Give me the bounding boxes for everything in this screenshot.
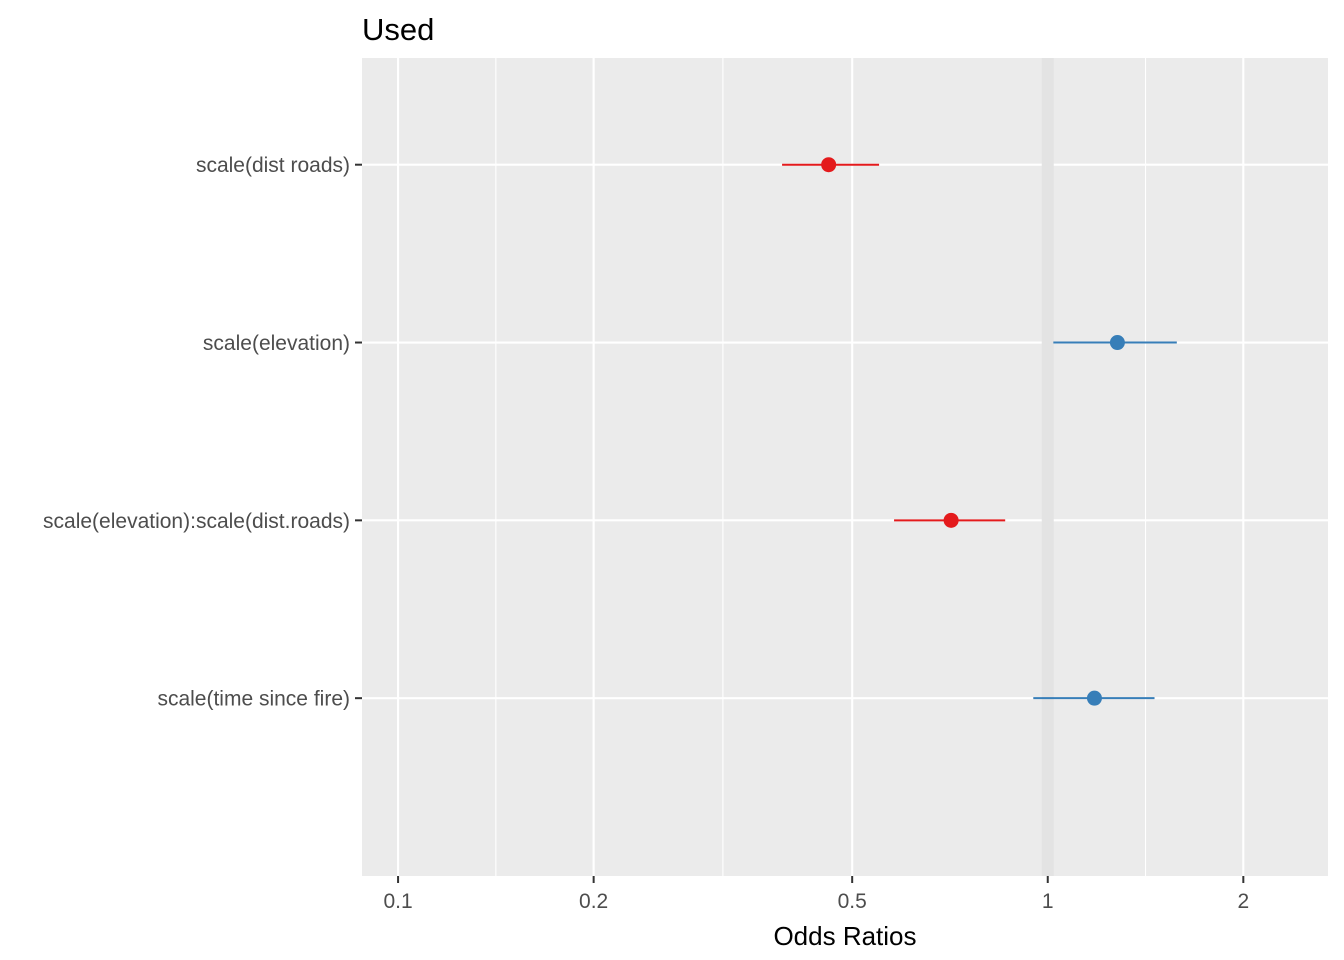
y-tick-label: scale(dist roads): [196, 154, 350, 177]
x-axis: 0.1 0.2 0.5 1 2: [383, 876, 1249, 913]
estimate-marks: [782, 157, 1177, 706]
minor-gridlines: [495, 58, 1147, 876]
estimate-point: [821, 157, 837, 173]
chart-title: Used: [362, 12, 434, 47]
x-tick-label: 1: [1042, 890, 1054, 913]
plot-panel: [362, 58, 1328, 876]
x-tick-label: 0.5: [838, 890, 867, 913]
x-axis-title: Odds Ratios: [773, 921, 916, 951]
y-tick-label: scale(elevation):scale(dist.roads): [43, 510, 350, 533]
x-tick-label: 0.2: [579, 890, 608, 913]
estimate-point: [1109, 335, 1125, 351]
x-tick-label: 2: [1237, 890, 1249, 913]
x-tick-label: 0.1: [383, 890, 412, 913]
estimate-point: [1086, 690, 1102, 706]
y-axis: scale(dist roads) scale(elevation) scale(e…: [43, 154, 362, 711]
y-tick-label: scale(elevation): [203, 332, 350, 355]
y-tick-label: scale(time since fire): [157, 688, 350, 711]
estimate-point: [943, 512, 959, 528]
